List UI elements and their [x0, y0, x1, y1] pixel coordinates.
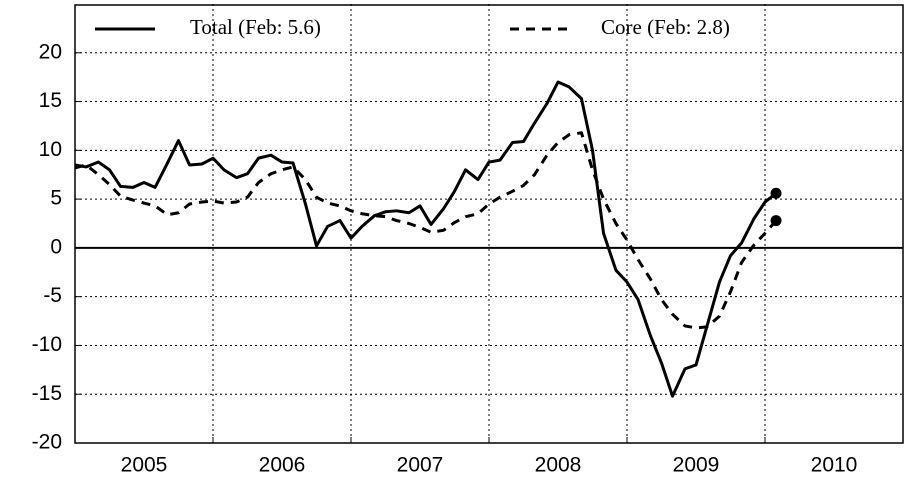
x-tick-label: 2008	[535, 454, 582, 477]
y-tick-label: -10	[32, 333, 62, 356]
x-tick-label: 2007	[397, 454, 444, 477]
y-tick-label: 20	[39, 40, 62, 63]
plot-frame	[74, 4, 904, 444]
legend-label: Core (Feb: 2.8)	[601, 15, 730, 39]
y-tick-label: 0	[50, 235, 62, 258]
end-marker	[770, 187, 782, 199]
y-tick-label: 5	[50, 187, 62, 210]
y-tick-label: -15	[32, 382, 62, 405]
x-tick-label: 2009	[673, 454, 720, 477]
end-marker	[770, 215, 782, 227]
y-tick-label: -20	[32, 431, 62, 454]
legend-label: Total (Feb: 5.6)	[190, 15, 321, 39]
series-line	[74, 80, 777, 398]
y-tick-label: -5	[43, 284, 62, 307]
series-line	[74, 131, 778, 330]
x-tick-label: 2006	[259, 454, 306, 477]
x-tick-label: 2005	[121, 454, 168, 477]
x-tick-label: 2010	[811, 454, 858, 477]
y-tick-label: 10	[39, 138, 62, 161]
y-tick-label: 15	[39, 89, 62, 112]
